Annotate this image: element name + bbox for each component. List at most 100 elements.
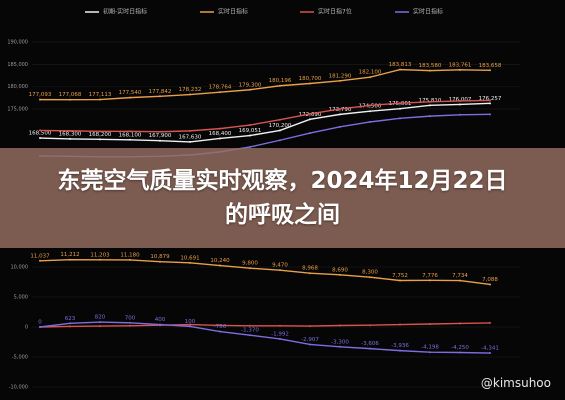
data-point <box>99 258 101 261</box>
data-label: 177,093 <box>29 92 52 98</box>
data-label: 9,800 <box>242 261 258 267</box>
data-point <box>159 323 161 326</box>
data-point <box>69 137 71 140</box>
data-label: 8,300 <box>362 270 378 276</box>
y-tick-label: -5,000 <box>12 355 28 361</box>
data-point <box>399 102 401 105</box>
data-label: 10,240 <box>210 258 230 264</box>
data-point <box>69 258 71 261</box>
data-point <box>369 276 371 279</box>
legend-label: 实时日指7位 <box>318 8 352 16</box>
data-label: -2,907 <box>301 337 319 343</box>
data-point <box>429 323 431 325</box>
data-point <box>369 347 371 350</box>
data-point <box>219 324 221 327</box>
data-label: 11,037 <box>30 253 50 259</box>
y-tick-label: 180,000 <box>7 84 28 90</box>
data-label: 168,100 <box>119 132 142 138</box>
data-point <box>279 324 281 327</box>
data-label: 177,842 <box>149 89 172 95</box>
data-label: 820 <box>95 315 106 321</box>
data-point <box>459 99 461 102</box>
data-label: 11,203 <box>90 252 110 258</box>
data-point <box>489 99 491 102</box>
data-point <box>219 127 221 130</box>
legend-label: 实时日指标 <box>218 8 248 16</box>
data-point <box>309 272 311 275</box>
data-point <box>399 117 401 120</box>
data-label: 7,752 <box>392 273 408 279</box>
data-label: 7,088 <box>482 277 498 283</box>
data-label: -1,370 <box>241 328 259 334</box>
data-label: 182,100 <box>359 70 382 76</box>
data-label: 168,200 <box>89 132 112 138</box>
data-point <box>249 88 251 91</box>
data-point <box>249 334 251 337</box>
legend-label: 初期-实时日指标 <box>103 8 147 16</box>
data-point <box>399 279 401 282</box>
data-point <box>189 129 191 132</box>
data-point <box>219 330 221 333</box>
data-point <box>489 283 491 286</box>
data-label: 623 <box>65 316 76 322</box>
data-point <box>309 112 311 115</box>
data-label: 176,257 <box>479 96 502 102</box>
data-point <box>249 267 251 270</box>
data-point <box>39 129 41 132</box>
data-label: 11,212 <box>60 252 79 258</box>
data-point <box>339 113 341 116</box>
data-point <box>309 343 311 346</box>
data-point <box>459 68 461 71</box>
data-label: -3,606 <box>361 341 379 347</box>
data-point <box>129 130 131 133</box>
data-point <box>219 264 221 267</box>
data-point <box>399 323 401 326</box>
data-point <box>309 82 311 85</box>
data-point <box>279 118 281 121</box>
data-label: 181,290 <box>329 73 352 79</box>
watermark: @kimsuhoo <box>480 376 551 390</box>
data-label: 174,500 <box>359 104 382 110</box>
data-label: 7,776 <box>422 273 438 279</box>
data-label: 177,068 <box>59 92 82 98</box>
data-point <box>459 351 461 354</box>
data-point <box>189 140 191 143</box>
data-point <box>369 104 371 107</box>
data-point <box>429 104 431 107</box>
data-label: 183,761 <box>449 62 472 68</box>
data-point <box>159 139 161 142</box>
data-point <box>189 93 191 96</box>
y-tick-label: 10,000 <box>11 265 29 271</box>
data-point <box>189 261 191 264</box>
data-label: -4,250 <box>451 345 469 351</box>
y-tick-label: -10,000 <box>9 385 28 391</box>
series-line <box>39 259 491 286</box>
series-line <box>39 68 491 101</box>
data-label: -4,341 <box>481 346 499 352</box>
data-label: 9,470 <box>272 263 288 269</box>
data-point <box>249 324 251 327</box>
data-point <box>489 321 491 324</box>
data-point <box>489 352 491 355</box>
data-label: -3,300 <box>331 339 349 345</box>
data-label: 10,879 <box>150 254 170 260</box>
data-label: -1,992 <box>271 331 289 337</box>
data-point <box>249 145 251 148</box>
data-label: 183,658 <box>479 63 502 69</box>
data-point <box>339 273 341 276</box>
data-point <box>69 322 71 325</box>
data-point <box>159 260 161 263</box>
data-point <box>459 322 461 325</box>
data-label: 175,061 <box>389 101 412 107</box>
data-label: -3,936 <box>391 343 409 349</box>
data-point <box>369 324 371 327</box>
title: 东莞空气质量实时观察，2024年12月22日的呼吸之间 <box>57 168 508 228</box>
data-label: 8,968 <box>302 266 318 272</box>
data-point <box>69 98 71 101</box>
series-line <box>39 322 491 328</box>
data-label: 100 <box>185 319 196 325</box>
data-point <box>39 137 41 140</box>
data-point <box>39 326 41 328</box>
y-tick-label: 175,000 <box>7 106 28 112</box>
data-point <box>489 113 491 116</box>
